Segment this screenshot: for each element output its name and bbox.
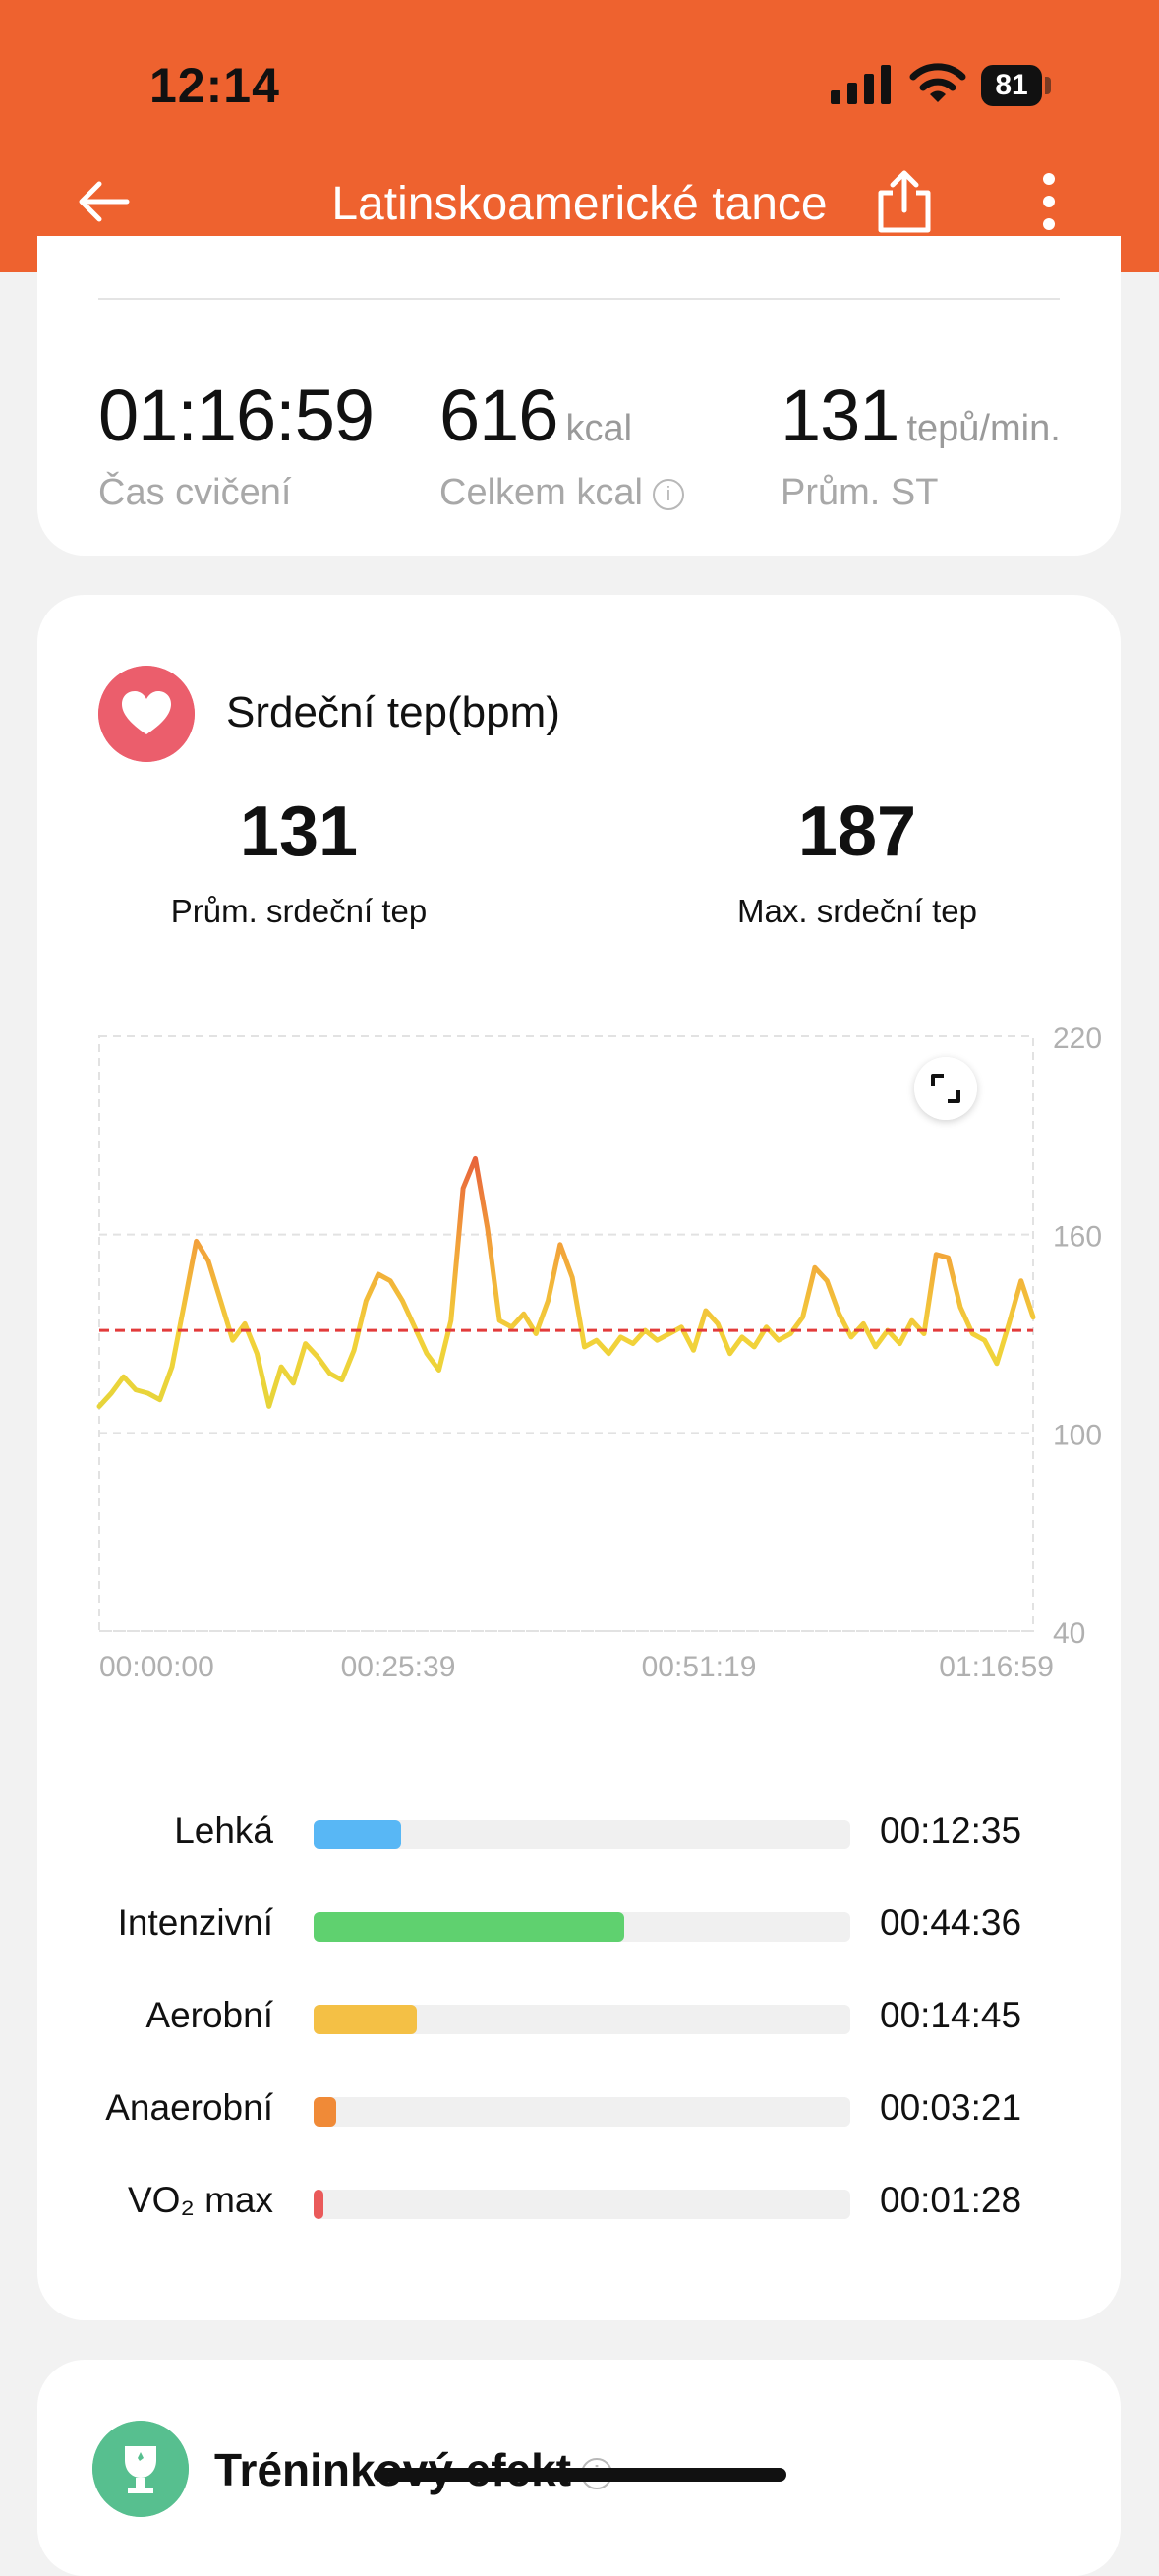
share-icon[interactable] — [873, 169, 936, 234]
info-icon[interactable]: i — [652, 478, 684, 510]
y-tick-label: 160 — [1053, 1221, 1102, 1254]
zone-bar-fill — [314, 2190, 324, 2219]
plot-frame — [98, 1035, 1034, 1632]
avg-hr-value: 131 — [781, 375, 899, 456]
heart-rate-card: Srdeční tep(bpm) 131 Prům. srdeční tep 1… — [37, 595, 1121, 2320]
zone-bar-track — [314, 2005, 850, 2034]
page-title: Latinskoamerické tance — [331, 178, 828, 230]
calories-unit: kcal — [565, 408, 633, 449]
summary-card: 01:16:59 Čas cvičení 616 kcal Celkem kcal… — [37, 236, 1121, 556]
avg-hr-label: Prům. ST — [781, 472, 939, 513]
calories-label-row: Celkem kcal i — [439, 472, 684, 514]
zone-label: Intenzivní — [117, 1903, 273, 1943]
zone-time: 00:44:36 — [880, 1903, 1022, 1943]
wifi-icon — [909, 63, 966, 102]
zone-bar-track — [314, 2097, 850, 2127]
zone-row: Anaerobní 00:03:21 — [37, 2078, 1121, 2137]
x-tick-label: 00:00:00 — [99, 1651, 214, 1683]
heart-rate-title: Srdeční tep(bpm) — [226, 688, 560, 736]
zone-row: Lehká 00:12:35 — [37, 1800, 1121, 1859]
heart-rate-series-line — [96, 1155, 1036, 1409]
zone-time: 00:03:21 — [880, 2087, 1022, 2128]
zone-row: Intenzivní 00:44:36 — [37, 1893, 1121, 1952]
y-tick-label: 100 — [1053, 1419, 1102, 1451]
zone-row: Aerobní 00:14:45 — [37, 1985, 1121, 2044]
zone-bar-fill — [314, 1820, 401, 1849]
calories-stat: 616 kcal Celkem kcal i — [439, 374, 684, 513]
avg-hr-stat: 131 tepů/min. Prům. ST — [781, 374, 1061, 513]
app-header: 12:14 81 Latinskoamerické tance — [0, 0, 1159, 272]
battery-indicator: 81 — [981, 65, 1052, 106]
x-tick-label: 00:51:19 — [642, 1651, 757, 1683]
trophy-icon — [92, 2421, 189, 2517]
duration-stat: 01:16:59 Čas cvičení — [98, 374, 375, 513]
duration-value: 01:16:59 — [98, 375, 375, 456]
heart-rate-chart: 220 160 100 40 00:00:00 00:25:39 00:51:19 01:16… — [96, 1023, 1102, 1683]
home-indicator[interactable] — [374, 2468, 786, 2482]
zone-row: VO₂ max 00:01:28 — [37, 2170, 1121, 2229]
zone-bar-fill — [314, 1912, 625, 1942]
calories-value: 616 — [439, 375, 558, 456]
zone-bar-track — [314, 2190, 850, 2219]
zone-bar-fill — [314, 2097, 337, 2127]
zone-bar-fill — [314, 2005, 417, 2034]
battery-level: 81 — [981, 65, 1042, 106]
avg-heart-rate-value: 131 — [239, 792, 359, 871]
zone-label: Aerobní — [145, 1995, 273, 2035]
zone-label: Anaerobní — [105, 2087, 273, 2128]
max-heart-rate-value: 187 — [797, 792, 917, 871]
battery-tip — [1045, 77, 1051, 94]
heart-icon — [98, 666, 195, 762]
divider — [98, 298, 1060, 300]
zone-bar-track — [314, 1912, 850, 1942]
x-tick-label: 01:16:59 — [939, 1651, 1054, 1683]
zone-time: 00:01:28 — [880, 2180, 1022, 2220]
calories-label: Celkem kcal — [439, 472, 643, 513]
status-time: 12:14 — [149, 58, 280, 113]
zone-time: 00:14:45 — [880, 1995, 1022, 2035]
max-heart-rate-label: Max. srdeční tep — [737, 893, 977, 929]
more-vertical-icon[interactable] — [1027, 169, 1072, 234]
back-arrow-icon[interactable] — [74, 172, 133, 231]
cellular-signal-icon — [831, 65, 891, 104]
expand-icon[interactable] — [914, 1057, 977, 1120]
x-tick-label: 00:25:39 — [341, 1651, 456, 1683]
zone-label: Lehká — [174, 1810, 273, 1850]
zone-time: 00:12:35 — [880, 1810, 1022, 1850]
duration-label: Čas cvičení — [98, 472, 292, 513]
avg-hr-unit: tepů/min. — [906, 408, 1061, 449]
avg-heart-rate-label: Prům. srdeční tep — [170, 893, 428, 929]
y-tick-label: 220 — [1053, 1023, 1102, 1055]
zone-label: VO₂ max — [128, 2180, 273, 2220]
y-tick-label: 40 — [1053, 1617, 1085, 1650]
zone-bar-track — [314, 1820, 850, 1849]
